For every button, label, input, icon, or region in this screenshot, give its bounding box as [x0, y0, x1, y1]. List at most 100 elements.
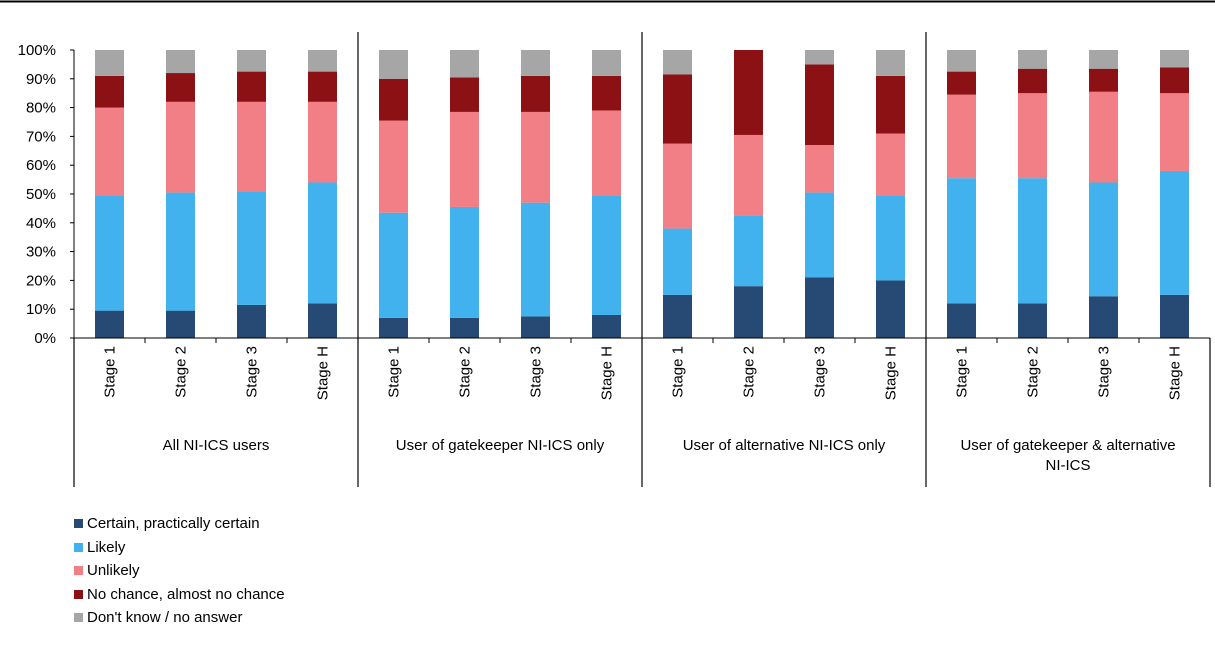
bar-segment	[450, 77, 479, 112]
bar-segment	[95, 75, 124, 108]
bar-segment	[166, 192, 195, 311]
legend-swatch	[74, 613, 83, 623]
bar-segment	[805, 192, 834, 278]
bar-segment	[1160, 67, 1189, 94]
bar-segment	[947, 50, 976, 72]
bar-segment	[663, 143, 692, 229]
bar-segment	[308, 303, 337, 338]
group-label: User of gatekeeper NI-ICS only	[396, 437, 605, 454]
bar-segment	[1160, 93, 1189, 171]
bar-segment	[663, 294, 692, 338]
bar-segment	[663, 50, 692, 75]
legend-swatch	[74, 566, 83, 576]
x-category-label: Stage 3	[244, 346, 261, 398]
bar-segment	[1089, 296, 1118, 338]
bar-segment	[1089, 91, 1118, 183]
bar-segment	[876, 50, 905, 76]
bar-segment	[237, 304, 266, 338]
bar-segment	[876, 195, 905, 281]
bar-segment	[947, 303, 976, 338]
bar-segment	[947, 71, 976, 95]
x-category-label: Stage 2	[173, 346, 190, 398]
bar-segment	[521, 316, 550, 338]
bar-segment	[450, 317, 479, 338]
x-category-label: Stage 1	[670, 346, 687, 398]
legend-swatch	[74, 589, 83, 599]
bar-segment	[1160, 50, 1189, 68]
bar-segment	[521, 75, 550, 112]
bar-segment	[308, 71, 337, 102]
x-category-label: Stage H	[315, 346, 332, 400]
x-category-label: Stage 3	[812, 346, 829, 398]
bar-segment	[1018, 68, 1047, 94]
bar-segment	[237, 191, 266, 305]
y-tick-label: 30%	[26, 244, 56, 261]
bar-segment	[734, 134, 763, 216]
legend-label: Unlikely	[87, 562, 140, 580]
y-axis-labels: 0% 10% 20% 30% 40% 50% 60% 70% 80% 90% 100%	[18, 42, 56, 347]
legend-label: Certain, practically certain	[87, 515, 260, 533]
group-label: User of gatekeeper & alternative NI-ICS	[960, 437, 1175, 474]
y-tick-label: 10%	[26, 301, 56, 318]
legend-item: No chance, almost no chance	[74, 583, 285, 607]
bar-segment	[805, 277, 834, 338]
bar-segment	[947, 94, 976, 179]
x-category-label: Stage H	[599, 346, 616, 400]
bar-segment	[308, 101, 337, 183]
bar-segment	[592, 110, 621, 196]
y-tick-label: 60%	[26, 157, 56, 174]
bar-segment	[1018, 93, 1047, 179]
bar-segment	[876, 75, 905, 134]
legend-label: Likely	[87, 538, 126, 556]
bar-segment	[1160, 294, 1189, 338]
bar-segment	[237, 101, 266, 192]
bar-segment	[450, 50, 479, 78]
bar-segment	[734, 286, 763, 338]
x-category-label: Stage H	[1167, 346, 1184, 400]
y-tick-label: 0%	[34, 330, 56, 347]
y-tick-label: 90%	[26, 71, 56, 88]
group-labels: All NI-ICS users User of gatekeeper NI-IC…	[163, 437, 1176, 474]
legend-item: Likely	[74, 536, 285, 560]
bar-segment	[805, 50, 834, 65]
bar-segment	[592, 50, 621, 76]
bar-segment	[379, 78, 408, 121]
bar-segment	[379, 120, 408, 213]
x-category-label: Stage 1	[102, 346, 119, 398]
legend-label: Don't know / no answer	[87, 609, 243, 627]
bar-segment	[521, 202, 550, 317]
bar-segment	[947, 178, 976, 304]
x-category-label: Stage 2	[457, 346, 474, 398]
bar-segment	[237, 71, 266, 102]
axes	[70, 32, 1211, 487]
bar-segment	[95, 50, 124, 76]
x-axis-labels: Stage 1 Stage 2 Stage 3 Stage H Stage 1 Stage…	[102, 346, 1184, 400]
bar-segment	[450, 206, 479, 318]
bar-segment	[379, 50, 408, 79]
legend-swatch	[74, 519, 83, 529]
bar-segment	[1089, 50, 1118, 69]
bar-segment	[734, 50, 763, 135]
bar-segment	[805, 145, 834, 193]
bar-segment	[379, 212, 408, 318]
bars	[95, 50, 1189, 338]
bar-segment	[1018, 178, 1047, 304]
bar-segment	[95, 107, 124, 196]
bar-segment	[876, 133, 905, 196]
x-category-label: Stage 1	[386, 346, 403, 398]
bar-segment	[450, 111, 479, 207]
x-category-label: Stage 2	[741, 346, 758, 398]
legend-label: No chance, almost no chance	[87, 585, 285, 603]
bar-segment	[1089, 68, 1118, 92]
bar-segment	[237, 50, 266, 72]
bar-segment	[521, 111, 550, 203]
y-tick-label: 20%	[26, 272, 56, 289]
legend-swatch	[74, 542, 83, 552]
bar-segment	[166, 310, 195, 338]
x-category-label: Stage 3	[1096, 346, 1113, 398]
bar-segment	[521, 50, 550, 76]
bar-segment	[1089, 182, 1118, 297]
y-tick-label: 50%	[26, 186, 56, 203]
bar-segment	[308, 50, 337, 72]
y-tick-label: 100%	[18, 42, 56, 59]
